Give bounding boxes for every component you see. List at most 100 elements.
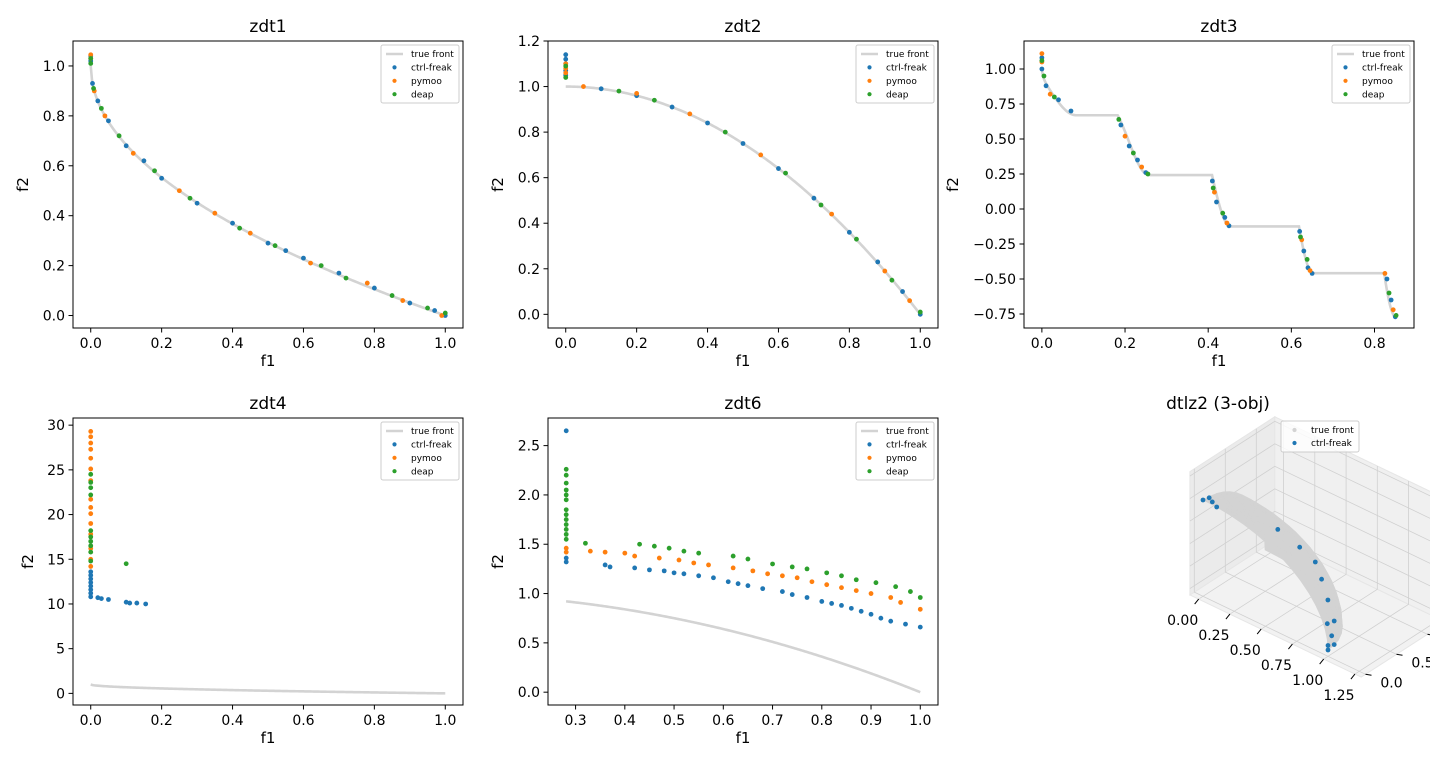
data-point: [563, 531, 569, 537]
data-point: [878, 615, 884, 621]
y-tick-label: 0.5: [1411, 655, 1430, 671]
series-deap: [88, 56, 448, 316]
x-tick-label: 0.9: [860, 713, 882, 729]
data-point: [587, 548, 593, 554]
data-point: [88, 492, 94, 498]
data-point: [875, 259, 881, 265]
data-point: [563, 512, 569, 518]
y-tick-label: 0.8: [43, 109, 65, 125]
legend-entry: true front: [411, 50, 454, 60]
data-point: [1224, 220, 1230, 226]
x-tick-label: 1.0: [434, 336, 456, 352]
data-point: [1051, 94, 1057, 100]
x-tick: [1319, 658, 1325, 665]
data-point: [88, 505, 94, 510]
legend-swatch-marker: [392, 92, 397, 97]
y-tick-label: 0.2: [43, 259, 65, 275]
data-point: [563, 56, 569, 62]
grid-line: [1189, 420, 1430, 497]
x-tick-label: 0.4: [696, 336, 718, 352]
data-point: [1329, 633, 1335, 639]
x-tick-label: 0.4: [1197, 336, 1219, 352]
y-tick-label: 0.0: [1380, 675, 1402, 691]
x-tick-label: 0.7: [761, 713, 783, 729]
data-point: [829, 601, 835, 606]
data-point: [563, 63, 569, 69]
axes-frame: [1023, 40, 1415, 329]
y-tick-label: 0.0: [518, 685, 540, 701]
x-tick-label: 0.6: [292, 336, 314, 352]
y-tick-label: 10: [47, 597, 65, 613]
legend-swatch-marker: [867, 92, 872, 97]
data-point: [583, 540, 588, 546]
x-tick-label: 1.0: [434, 713, 456, 729]
panel-dtlz2: 0.000.250.500.751.001.250.00.51.00.000.2…: [1166, 394, 1430, 704]
data-point: [563, 472, 569, 478]
data-point: [711, 575, 716, 581]
x-tick: [1256, 628, 1262, 635]
x-tick-label: 0.0: [80, 336, 102, 352]
data-point: [1386, 290, 1392, 296]
y-axis-label: f2: [14, 177, 32, 192]
data-point: [88, 564, 94, 569]
x-tick-label: 0.0: [80, 713, 102, 729]
legend-entry: true front: [1311, 426, 1354, 436]
data-point: [88, 446, 94, 452]
x-tick-label: 0.8: [363, 336, 385, 352]
data-point: [1116, 117, 1122, 122]
legend-entry: deap: [1362, 90, 1385, 100]
y-tick-label: 0.2: [518, 262, 540, 278]
data-point: [1214, 199, 1219, 205]
y-tick-label: 2.0: [518, 488, 540, 504]
data-point: [598, 86, 604, 92]
grid-line: [1260, 451, 1347, 630]
data-point: [1139, 164, 1145, 170]
data-point: [602, 549, 608, 555]
series-deap: [88, 471, 129, 567]
data-point: [563, 480, 569, 486]
legend-entry: pymoo: [886, 77, 917, 87]
legend-entry: pymoo: [411, 77, 442, 87]
data-point: [88, 429, 94, 434]
data-point: [882, 268, 888, 274]
data-point: [917, 595, 923, 600]
y-tick-label: 0.4: [43, 209, 65, 225]
data-point: [722, 129, 728, 135]
data-point: [272, 243, 278, 249]
y-tick-label: 30: [47, 418, 65, 434]
data-point: [634, 90, 640, 96]
data-point: [88, 521, 94, 526]
data-point: [1297, 544, 1303, 550]
x-axis-label: f1: [736, 729, 751, 747]
series-ctrl-freak: [1200, 495, 1337, 653]
data-point: [779, 573, 785, 579]
data-point: [563, 536, 569, 542]
data-point: [88, 511, 94, 517]
legend-entry: true front: [886, 427, 929, 437]
x-tick-label: 0.5: [663, 713, 685, 729]
data-point: [917, 624, 923, 630]
x-tick-label: 1.25: [1323, 688, 1354, 704]
legend-swatch-marker: [392, 78, 397, 83]
legend-swatch-marker: [867, 469, 872, 474]
data-point: [283, 248, 289, 254]
series-deap: [563, 63, 923, 315]
x-tick-label: 0.8: [1363, 336, 1385, 352]
data-point: [794, 575, 800, 581]
y-tick-label: 0.00: [985, 202, 1016, 218]
legend-entry: deap: [411, 90, 434, 100]
chart-title: zdt4: [249, 394, 286, 414]
data-point: [127, 600, 133, 606]
x-axis-label: f1: [1212, 352, 1227, 370]
data-point: [88, 549, 94, 555]
series-pymoo: [563, 545, 923, 612]
data-point: [134, 600, 140, 606]
data-point: [88, 590, 94, 596]
panel-zdt3: 0.0 0.2 0.4 0.6 0.8 −0.75 −0.50 −0.25 0.00 0.25 0.…: [944, 17, 1415, 370]
series-deap: [1039, 58, 1399, 318]
data-point: [130, 150, 136, 156]
data-point: [666, 545, 672, 551]
data-point: [1388, 297, 1394, 303]
grid-line: [1354, 625, 1430, 675]
